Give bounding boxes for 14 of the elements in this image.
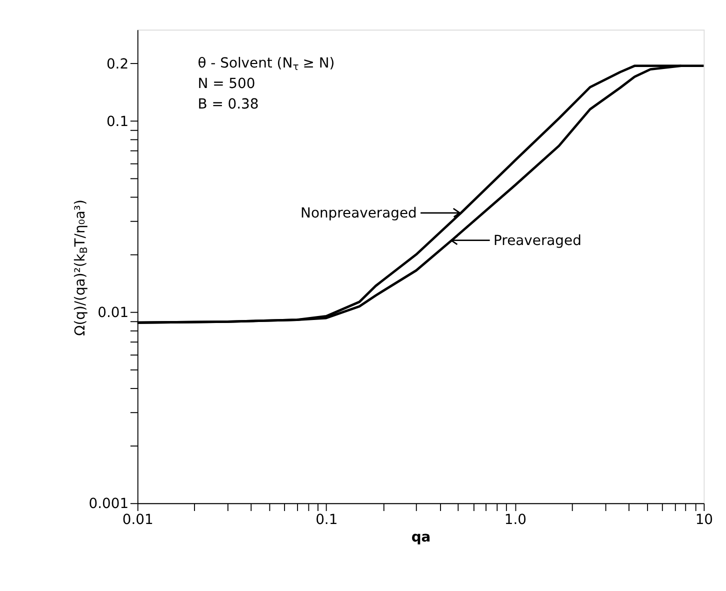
annotation: Nonpreaveraged [300,206,417,222]
y-tick-label: 0.01 [98,305,129,322]
y-tick-label: 0.2 [106,56,129,72]
annotation: Preaveraged [494,233,582,250]
y-axis-title: Ω(q)/(qa)²(kBT/η₀a³) [72,200,90,336]
x-tick-label: 0.01 [122,512,154,528]
y-tick-label: 0.001 [88,496,129,512]
y-tick-label: 0.1 [106,114,129,130]
x-axis-title: qa [411,530,431,546]
annotation: N = 500 [198,76,256,92]
x-tick-label: 0.1 [316,512,338,528]
annotation: B = 0.38 [198,96,259,113]
x-tick-label: 1.0 [504,512,526,528]
x-tick-label: 10 [695,512,714,528]
